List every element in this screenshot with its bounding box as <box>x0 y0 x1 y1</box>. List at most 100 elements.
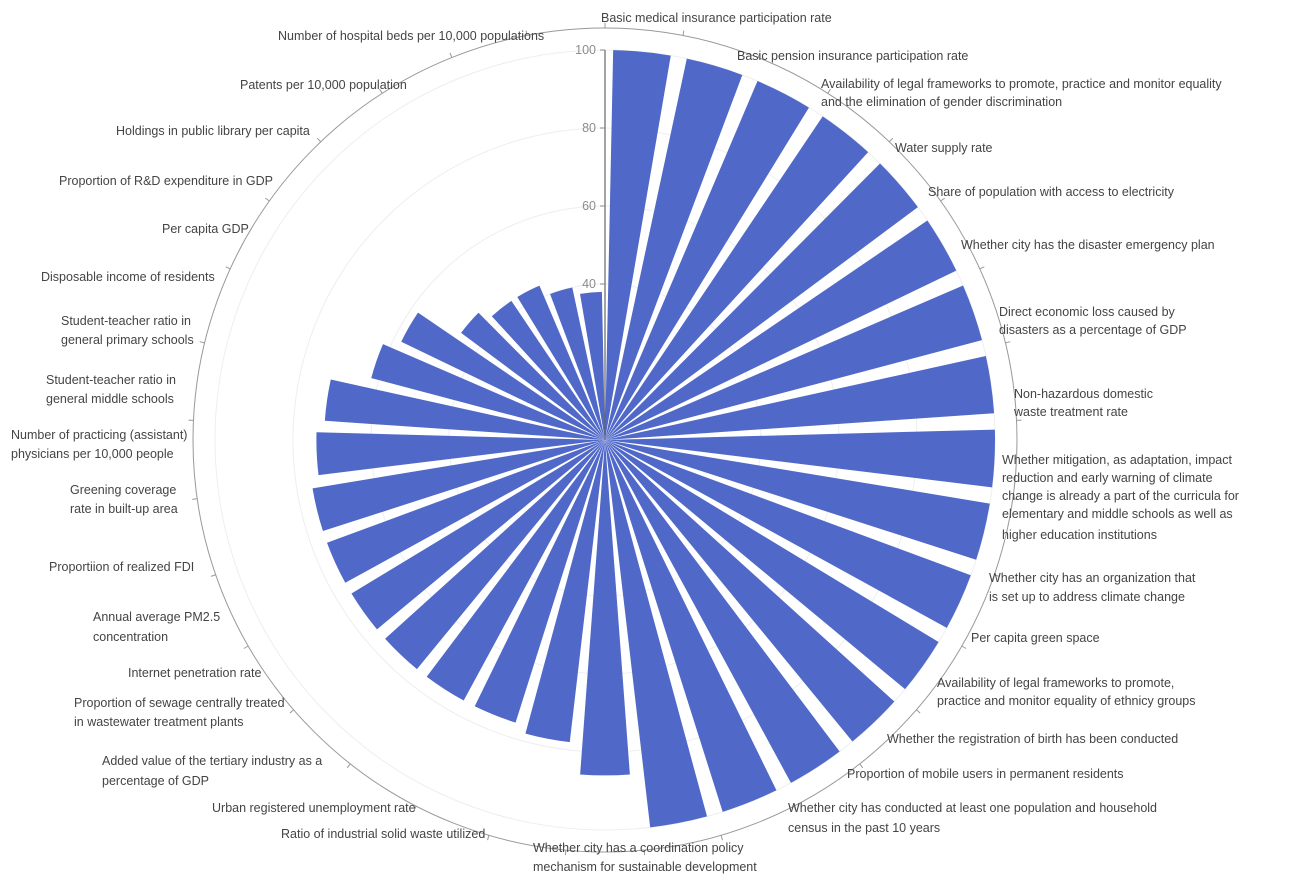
bar <box>605 440 939 690</box>
bar <box>605 440 971 628</box>
category-label: Patents per 10,000 population <box>240 78 407 92</box>
category-label: physicians per 10,000 people <box>11 447 174 461</box>
outer-tick <box>192 498 198 500</box>
category-label: Whether city has an organization that <box>989 571 1196 585</box>
tick-label: 100 <box>575 43 596 57</box>
category-label: Per capita GDP <box>162 222 249 236</box>
category-label: Water supply rate <box>895 141 993 155</box>
bar <box>426 440 605 701</box>
bar <box>605 440 840 783</box>
category-label: Ratio of industrial solid waste utilized <box>281 827 485 841</box>
bar <box>474 440 605 723</box>
category-label: Internet penetration rate <box>128 666 261 680</box>
category-label: change is already a part of the curricul… <box>1002 489 1239 503</box>
category-label: concentration <box>93 630 168 644</box>
bar <box>605 429 995 488</box>
outer-tick <box>525 30 528 36</box>
outer-tick <box>827 88 831 94</box>
bar <box>580 291 605 440</box>
category-label: reduction and early warning of climate <box>1002 471 1213 485</box>
category-label: general primary schools <box>61 333 194 347</box>
bar <box>605 116 869 441</box>
category-label: Student-teacher ratio in <box>46 373 176 387</box>
category-label: higher education institutions <box>1002 528 1157 542</box>
outer-tick <box>793 805 797 811</box>
bar <box>605 356 995 440</box>
outer-tick <box>487 835 490 841</box>
bar <box>316 432 605 476</box>
bar <box>605 440 895 742</box>
bar <box>401 312 605 440</box>
category-label: Proportion of R&D expenditure in GDP <box>59 174 273 188</box>
category-label: Added value of the tertiary industry as … <box>102 754 322 768</box>
category-label: Per capita green space <box>971 631 1100 645</box>
outer-tick <box>888 137 894 143</box>
category-label: mechanism for sustainable development <box>533 860 757 874</box>
bar <box>351 440 605 630</box>
bar <box>605 163 918 440</box>
outer-tick <box>289 709 294 714</box>
bars <box>312 50 995 828</box>
category-label: Non-hazardous domestic <box>1014 387 1153 401</box>
category-label: Annual average PM2.5 <box>93 610 220 624</box>
bar <box>605 81 809 441</box>
category-label: Number of practicing (assistant) <box>11 428 187 442</box>
category-label: Availability of legal frameworks to prom… <box>937 676 1174 690</box>
category-label: Availability of legal frameworks to prom… <box>821 77 1222 91</box>
bar <box>326 440 605 583</box>
category-label: Greening coverage <box>70 483 176 497</box>
bar <box>605 440 777 812</box>
category-label: percentage of GDP <box>102 774 209 788</box>
bar <box>550 287 605 440</box>
bar <box>605 220 957 440</box>
bar <box>605 440 990 560</box>
category-label: Whether the registration of birth has be… <box>887 732 1178 746</box>
category-label: Basic medical insurance participation ra… <box>601 11 832 25</box>
outer-tick <box>316 137 322 143</box>
outer-ring <box>188 23 1022 856</box>
bar <box>605 58 743 441</box>
category-label: rate in built-up area <box>70 502 178 516</box>
category-label: Share of population with access to elect… <box>928 185 1175 199</box>
bar <box>605 50 671 441</box>
bar <box>517 285 605 440</box>
bar <box>580 440 630 776</box>
bar <box>491 300 605 440</box>
category-label: Whether city has the disaster emergency … <box>961 238 1215 252</box>
outer-tick <box>1005 341 1011 344</box>
category-label: Whether city has conducted at least one … <box>788 801 1157 815</box>
category-label: elementary and middle schools as well as <box>1002 507 1233 521</box>
outer-tick <box>199 341 205 344</box>
category-label: general middle schools <box>46 392 174 406</box>
outer-tick <box>994 574 1000 577</box>
outer-tick <box>757 52 761 58</box>
category-label: Holdings in public library per capita <box>116 124 310 138</box>
category-label: census in the past 10 years <box>788 821 940 835</box>
category-label: in wastewater treatment plants <box>74 715 244 729</box>
category-labels: Basic medical insurance participation ra… <box>11 11 1239 874</box>
tick-label: 60 <box>582 199 596 213</box>
bar <box>385 440 605 670</box>
bar <box>461 312 605 440</box>
outer-tick <box>720 835 723 841</box>
category-label: Urban registered unemployment rate <box>212 801 416 815</box>
outer-tick <box>979 266 985 270</box>
outer-tick <box>859 763 864 769</box>
outer-tick <box>413 805 417 811</box>
category-label: Student-teacher ratio in <box>61 314 191 328</box>
tick-label: 40 <box>582 277 596 291</box>
outer-tick <box>225 266 231 270</box>
bar <box>525 440 605 743</box>
outer-tick <box>379 88 383 94</box>
category-label: practice and monitor equality of ethnicy… <box>937 694 1195 708</box>
category-label: disasters as a percentage of GDP <box>999 323 1187 337</box>
outer-tick <box>682 30 685 36</box>
outer-tick <box>265 197 270 202</box>
category-label: Proportion of sewage centrally treated <box>74 696 285 710</box>
category-label: and the elimination of gender discrimina… <box>821 95 1062 109</box>
radial-axis: 40 60 80 100 <box>575 43 606 440</box>
outer-tick <box>961 645 967 649</box>
outer-tick <box>449 52 453 58</box>
category-label: Whether mitigation, as adaptation, impac… <box>1002 453 1233 467</box>
